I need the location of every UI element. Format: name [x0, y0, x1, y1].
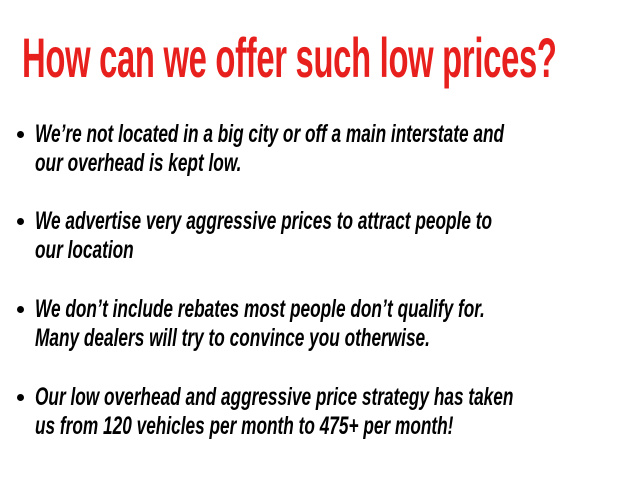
- bullet-text-line: We don’t include rebates most people don…: [35, 295, 485, 323]
- bullet-icon: [17, 131, 24, 138]
- bullet-text-line: Our low overhead and aggressive price st…: [35, 383, 514, 411]
- bullet-icon: [17, 394, 24, 401]
- bullet-icon: [17, 306, 24, 313]
- bullet-text-line: We advertise very aggressive prices to a…: [35, 207, 493, 235]
- bullet-text-line: our location: [35, 236, 134, 264]
- bullet-text-line: our overhead is kept low.: [35, 149, 242, 177]
- bullet-text-line: Many dealers will try to convince you ot…: [35, 324, 430, 352]
- bullet-text-line: us from 120 vehicles per month to 475+ p…: [35, 412, 454, 440]
- bullet-icon: [17, 218, 24, 225]
- bullet-text-line: We’re not located in a big city or off a…: [35, 120, 505, 148]
- page-title: How can we offer such low prices?: [22, 26, 557, 89]
